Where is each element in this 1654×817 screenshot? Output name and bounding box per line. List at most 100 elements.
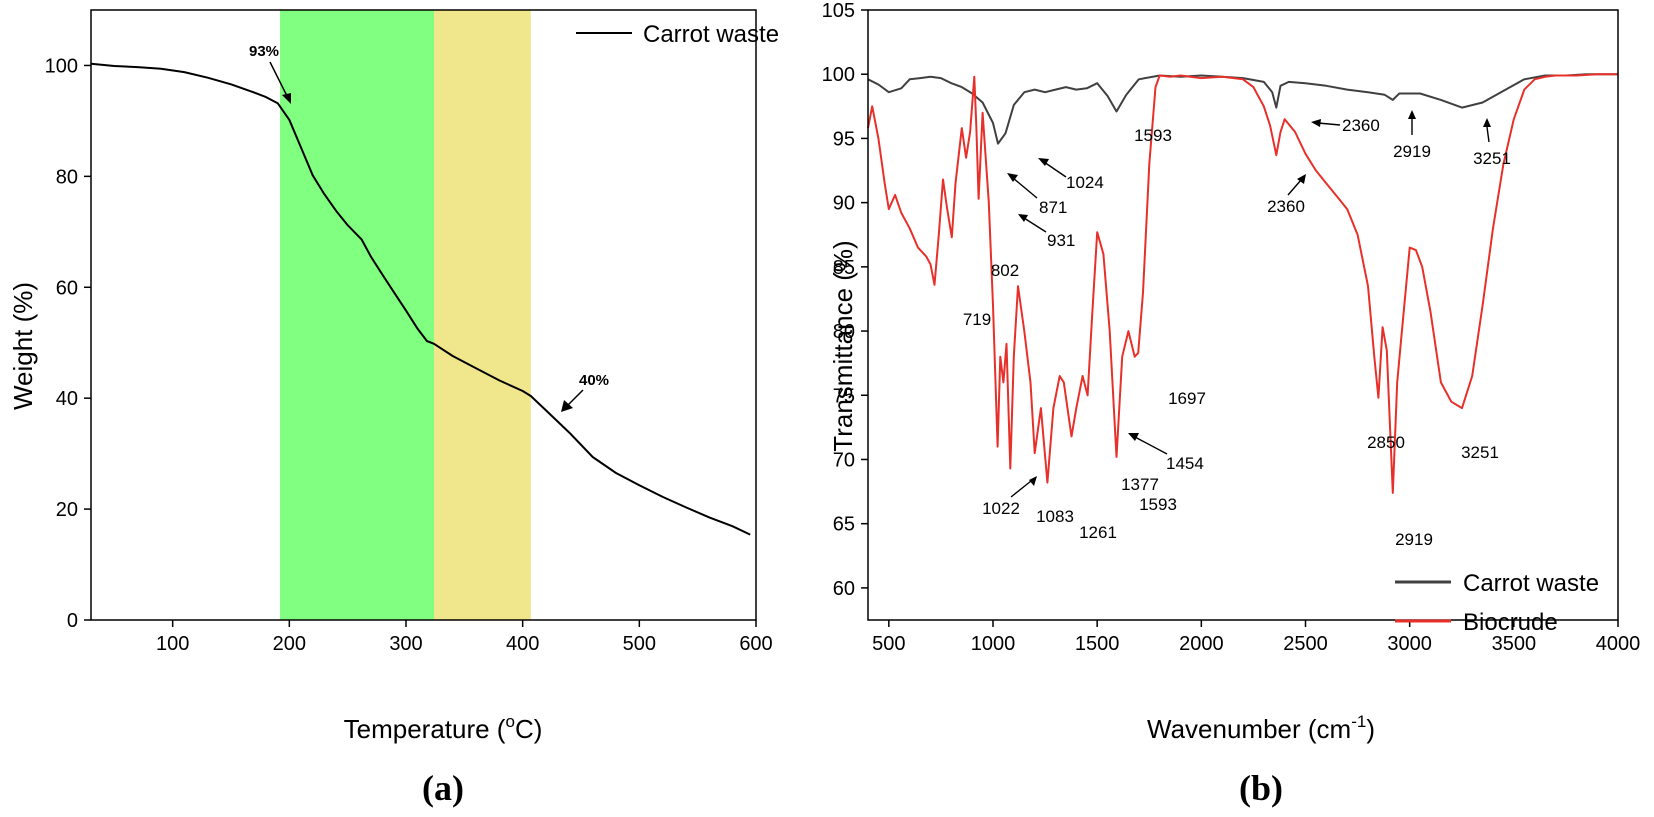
peak-arrow-carrot-2360 — [1317, 122, 1341, 126]
peak-label-biocrude-1377: 1377 — [1121, 475, 1159, 494]
panel-label-b: (b) — [1239, 768, 1283, 808]
legend-label-biocrude: Biocrude — [1463, 609, 1558, 636]
peak-arrow-biocrude-1022 — [1010, 480, 1032, 498]
plot-frame — [90, 9, 757, 621]
legend-label-carrot-waste: Carrot waste — [643, 21, 779, 48]
x-tick-label: 2500 — [1283, 633, 1328, 655]
annotation-93-percent: 93% — [249, 43, 279, 60]
y-tick-label: 85 — [833, 257, 855, 279]
peak-label-biocrude-1261: 1261 — [1079, 523, 1117, 542]
peak-arrow-biocrude-871 — [1012, 177, 1038, 199]
y-tick-label: 60 — [833, 578, 855, 600]
legend: Carrot waste — [576, 21, 779, 48]
y-tick-label: 65 — [833, 514, 855, 536]
peak-label-biocrude-871: 871 — [1039, 198, 1067, 217]
peak-arrowhead-biocrude-1022 — [1029, 476, 1037, 486]
series-line-biocrude — [867, 73, 1618, 494]
peak-arrowhead-carrot-2360 — [1311, 119, 1321, 127]
shaded-regions — [280, 10, 531, 620]
peak-label-carrot-2919: 2919 — [1393, 142, 1431, 161]
x-tick-label: 3500 — [1492, 633, 1537, 655]
peak-label-carrot-2360: 2360 — [1342, 116, 1380, 135]
peak-arrow-biocrude-2360 — [1287, 179, 1302, 196]
series-line-carrot-waste — [867, 73, 1618, 145]
x-tick-label: 600 — [739, 633, 772, 655]
peak-label-biocrude-1083: 1083 — [1036, 507, 1074, 526]
x-tick-label: 1500 — [1075, 633, 1120, 655]
peak-arrowhead-biocrude-871 — [1007, 173, 1018, 182]
peak-arrowhead-biocrude-931 — [1018, 214, 1028, 222]
y-tick-label: 80 — [56, 166, 78, 188]
peak-label-carrot-3251: 3251 — [1473, 149, 1511, 168]
panel-b-ftir-plot: 500 1000 1500 2000 2500 3000 3500 4000 60 65 70 75 8… — [822, 0, 1641, 808]
x-tick-label: 200 — [273, 633, 306, 655]
peak-arrowhead-carrot-3251 — [1483, 118, 1491, 127]
legend-label-carrot-waste: Carrot waste — [1463, 570, 1599, 597]
peak-arrow-carrot-1024 — [1043, 161, 1067, 178]
axis-ticks: 100 200 300 400 500 600 0 20 40 60 80 100 — [45, 55, 773, 655]
peak-label-biocrude-2850: 2850 — [1367, 433, 1405, 452]
y-tick-label: 0 — [67, 610, 78, 632]
y-tick-label: 90 — [833, 193, 855, 215]
y-axis-title-transmittance: Transmittance (%) — [828, 240, 858, 451]
peak-arrowhead-biocrude-2360 — [1297, 174, 1306, 184]
peak-label-biocrude-1454: 1454 — [1166, 454, 1204, 473]
y-tick-label: 75 — [833, 385, 855, 407]
legend: Carrot waste Biocrude — [1395, 570, 1599, 636]
x-axis-title-temperature: Temperature (oC) — [344, 712, 543, 744]
x-tick-label: 500 — [623, 633, 656, 655]
peak-arrowhead-biocrude-1454 — [1128, 433, 1139, 441]
shaded-region-1 — [280, 10, 434, 620]
x-tick-label: 1000 — [971, 633, 1016, 655]
y-tick-label: 100 — [45, 55, 78, 77]
annotation-40-percent: 40% — [579, 372, 609, 389]
panel-a-thermogravimetric-plot: 100 200 300 400 500 600 0 20 40 60 80 100 Carrot wa… — [8, 9, 779, 808]
x-tick-label: 400 — [506, 633, 539, 655]
y-tick-label: 60 — [56, 277, 78, 299]
x-tick-label: 500 — [872, 633, 905, 655]
x-tick-label: 2000 — [1179, 633, 1224, 655]
plot-frame — [867, 9, 1619, 621]
peak-label-biocrude-1697: 1697 — [1168, 389, 1206, 408]
peak-arrowhead-carrot-1024 — [1038, 158, 1049, 166]
peak-arrow-biocrude-1454 — [1134, 436, 1168, 455]
x-tick-label: 300 — [389, 633, 422, 655]
annotation-arrowhead-93 — [282, 93, 291, 104]
y-tick-label: 95 — [833, 128, 855, 150]
panel-label-a: (a) — [422, 768, 464, 808]
y-tick-label: 105 — [822, 0, 855, 22]
y-tick-label: 80 — [833, 321, 855, 343]
annotations: 93% 40% — [249, 43, 609, 412]
series-line-carrot-waste — [90, 62, 751, 536]
y-axis-title-weight: Weight (%) — [8, 282, 38, 410]
y-tick-label: 20 — [56, 499, 78, 521]
peak-label-biocrude-1022: 1022 — [982, 499, 1020, 518]
peak-label-biocrude-3251: 3251 — [1461, 443, 1499, 462]
peak-label-biocrude-1593: 1593 — [1139, 495, 1177, 514]
annotation-arrow-93 — [269, 61, 289, 99]
annotation-arrowhead-40 — [561, 400, 573, 412]
y-tick-label: 70 — [833, 449, 855, 471]
peak-label-biocrude-2919: 2919 — [1395, 530, 1433, 549]
peak-arrowhead-carrot-2919 — [1408, 110, 1416, 119]
y-tick-label: 40 — [56, 388, 78, 410]
peak-label-biocrude-2360: 2360 — [1267, 197, 1305, 216]
x-tick-label: 100 — [156, 633, 189, 655]
peak-label-carrot-1024: 1024 — [1066, 173, 1104, 192]
annotation-arrow-40 — [567, 389, 584, 406]
peak-annotations: 1024 1593 2360 2919 3251 719 802 871 931… — [963, 110, 1511, 549]
x-tick-label: 4000 — [1596, 633, 1641, 655]
peak-label-biocrude-931: 931 — [1047, 231, 1075, 250]
peak-label-biocrude-802: 802 — [991, 261, 1019, 280]
peak-label-carrot-1593: 1593 — [1134, 126, 1172, 145]
peak-arrow-biocrude-931 — [1023, 217, 1047, 233]
series-lines — [90, 62, 751, 536]
peak-arrow-carrot-3251 — [1486, 126, 1490, 143]
y-tick-label: 100 — [822, 64, 855, 86]
peak-label-biocrude-719: 719 — [963, 310, 991, 329]
x-axis-title-wavenumber: Wavenumber (cm-1) — [1147, 712, 1375, 744]
axis-ticks: 500 1000 1500 2000 2500 3000 3500 4000 60 65 70 75 8… — [822, 0, 1641, 655]
x-tick-label: 3000 — [1387, 633, 1432, 655]
shaded-region-2 — [434, 10, 531, 620]
